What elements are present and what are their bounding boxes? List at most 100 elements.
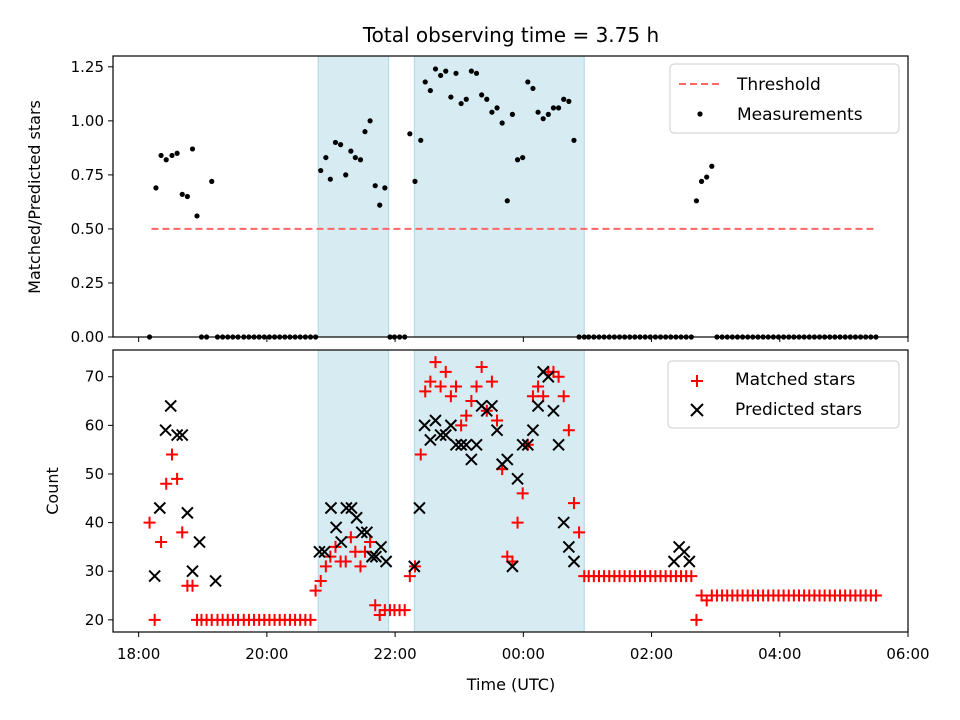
predicted-star-markers xyxy=(148,365,696,588)
measurement-point xyxy=(525,79,531,85)
predicted-star-marker xyxy=(209,574,222,588)
predicted-star-marker xyxy=(516,438,529,452)
matched-legend-label: Matched stars xyxy=(735,370,855,390)
bottom-axes-frame xyxy=(112,349,909,633)
matched-star-marker xyxy=(186,579,199,592)
measurement-point xyxy=(343,172,349,178)
measurement-point xyxy=(357,157,364,163)
shaded-interval-0 xyxy=(317,349,390,633)
predicted-star-marker xyxy=(526,424,540,437)
threshold-legend-label: Threshold xyxy=(736,75,821,95)
predicted-star-marker xyxy=(365,550,379,563)
bottom-x-tick-label: 22:00 xyxy=(373,645,416,663)
matched-star-marker xyxy=(364,536,377,549)
matched-star-marker xyxy=(319,560,332,573)
measurement-point xyxy=(453,70,459,76)
matched-star-marker xyxy=(450,380,463,393)
predicted-star-marker xyxy=(439,428,452,442)
matched-legend-swatch xyxy=(691,375,703,387)
top-y-tick-label: 1.25 xyxy=(71,58,104,76)
predicted-legend-label: Predicted stars xyxy=(735,400,862,420)
measurement-point xyxy=(571,137,577,143)
measurement-point xyxy=(348,148,354,154)
predicted-star-marker xyxy=(335,535,348,549)
measurement-point xyxy=(194,213,200,219)
bottom-panel: 20 30 40 50 60 70 18:00 20:00 22:00 00:00 02:00 04… xyxy=(43,349,930,694)
matched-star-marker xyxy=(309,584,322,597)
matched-star-marker xyxy=(511,516,524,529)
bottom-x-tick-label: 02:00 xyxy=(630,645,673,663)
measurement-point xyxy=(520,154,526,161)
measurement-point xyxy=(509,111,516,117)
bottom-x-tick-label: 00:00 xyxy=(502,645,545,663)
x-axis-label: Time (UTC) xyxy=(466,675,555,694)
predicted-star-marker xyxy=(148,569,161,583)
matched-star-marker xyxy=(155,536,168,549)
matched-star-marker xyxy=(685,570,698,583)
measurement-point xyxy=(514,157,521,163)
predicted-star-marker xyxy=(434,428,447,442)
measurement-points xyxy=(146,66,879,340)
matched-star-marker xyxy=(143,516,156,529)
measurement-point xyxy=(362,129,368,135)
predicted-star-marker xyxy=(181,506,194,520)
matched-star-marker xyxy=(414,448,427,461)
measurement-point xyxy=(550,105,557,111)
matched-star-marker xyxy=(314,574,327,587)
matched-star-marker xyxy=(444,390,457,403)
predicted-star-marker xyxy=(490,424,504,437)
measurement-point xyxy=(479,92,485,98)
predicted-star-marker xyxy=(501,453,514,466)
measurement-point xyxy=(561,96,567,102)
measurement-point xyxy=(698,178,705,184)
predicted-star-marker xyxy=(429,414,442,427)
matched-star-marker xyxy=(690,613,703,626)
measurement-point xyxy=(504,198,510,204)
top-legend: Threshold Measurements xyxy=(669,63,900,134)
predicted-star-marker xyxy=(547,404,560,417)
matched-star-marker xyxy=(455,419,468,432)
chart-title: Total observing time = 3.75 h xyxy=(362,23,659,47)
measurement-point xyxy=(427,87,433,94)
measurement-point xyxy=(709,163,715,169)
bottom-y-tick-label: 40 xyxy=(85,514,104,532)
predicted-star-marker xyxy=(506,560,519,573)
matched-star-marker xyxy=(398,604,411,617)
predicted-star-marker xyxy=(557,516,570,529)
predicted-star-marker xyxy=(413,501,426,515)
matched-star-marker xyxy=(354,560,367,573)
bottom-x-tick-label: 06:00 xyxy=(886,645,929,663)
bottom-y-tick-label: 50 xyxy=(85,465,104,483)
measurement-point xyxy=(158,152,164,159)
shaded-interval-1 xyxy=(413,349,585,633)
predicted-star-marker xyxy=(193,535,206,549)
measurement-point xyxy=(338,142,344,148)
top-y-axis-label: Matched/Predicted stars xyxy=(25,100,44,294)
predicted-star-marker xyxy=(324,501,338,515)
predicted-star-marker xyxy=(552,438,565,452)
bottom-y-ticks: 20 30 40 50 60 70 xyxy=(85,368,113,629)
predicted-legend-swatch xyxy=(690,403,704,417)
predicted-star-marker xyxy=(444,419,458,432)
bottom-y-tick-label: 70 xyxy=(85,368,104,386)
measurement-point xyxy=(458,100,464,107)
predicted-star-marker xyxy=(449,438,463,452)
matched-star-marker xyxy=(562,424,575,437)
top-x-ticks xyxy=(138,337,909,342)
matched-star-marker xyxy=(465,395,478,408)
predicted-star-marker xyxy=(418,419,431,432)
predicted-star-marker xyxy=(159,424,172,437)
measurement-point xyxy=(494,105,500,111)
measurement-point xyxy=(545,111,551,117)
matched-star-marker xyxy=(160,477,173,490)
measurement-point xyxy=(418,137,424,143)
measurement-point xyxy=(327,176,333,182)
measurement-point xyxy=(468,68,474,74)
measurement-point xyxy=(704,174,710,180)
predicted-star-marker xyxy=(678,545,691,558)
matched-star-marker xyxy=(439,365,452,378)
measurement-point xyxy=(540,116,546,122)
matched-star-marker xyxy=(434,380,447,393)
predicted-star-marker xyxy=(313,545,326,558)
predicted-star-marker xyxy=(355,526,368,539)
